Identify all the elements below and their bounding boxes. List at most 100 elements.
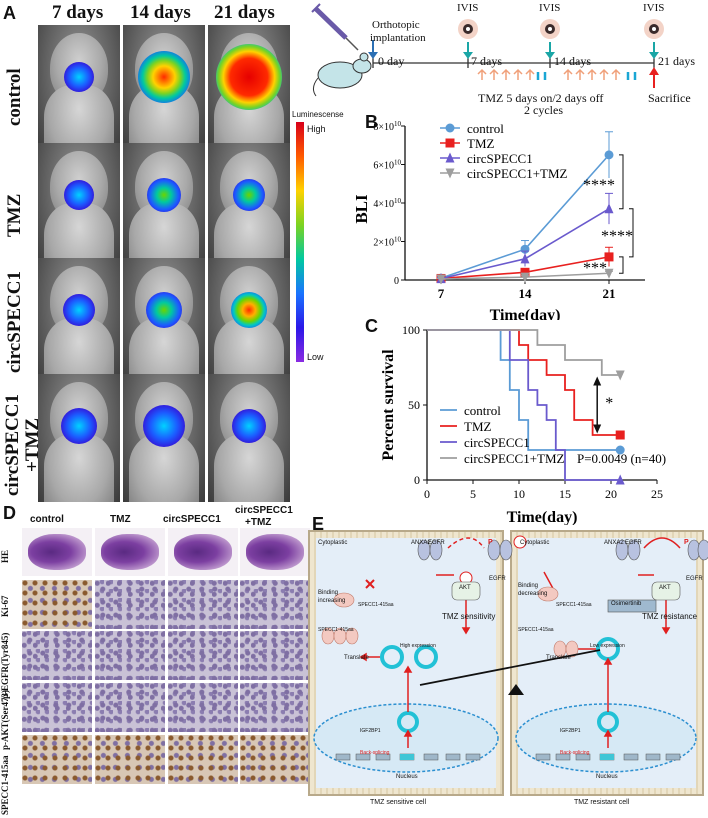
osimertinib-box <box>607 599 657 613</box>
e-right-egfr-p: EGFR <box>686 576 703 582</box>
panel-label-e: E <box>312 514 325 534</box>
y-tick-label: 8×1010 <box>373 120 401 133</box>
group-label-combo-1: circSPECC1 <box>2 393 23 497</box>
x-tick-label: 21 <box>603 286 616 301</box>
balance-pivot-icon <box>508 684 524 695</box>
x-axis-label: Time(day) <box>490 307 561 320</box>
y-axis-label: Percent survival <box>380 349 397 461</box>
day-label-7: 7 days <box>52 2 104 23</box>
ihc-micrograph <box>95 735 165 784</box>
ihc-micrograph <box>22 735 92 784</box>
ihc-row-he: HE <box>0 549 10 563</box>
data-point <box>520 267 530 277</box>
x-tick-label: 0 <box>424 487 430 501</box>
x-tick-label: 10 <box>513 487 525 501</box>
e-left-binding-1: Binding <box>318 590 339 596</box>
bioluminescence-spot <box>231 292 267 328</box>
panel-label-b: B <box>365 112 378 132</box>
ihc-micrograph <box>168 580 238 629</box>
ihc-micrograph <box>168 683 238 732</box>
x-tick-label: 20 <box>605 487 617 501</box>
e-left-p: P <box>488 539 493 546</box>
legend-swatch <box>445 138 455 148</box>
ihc-micrograph <box>168 631 238 680</box>
ihc-micrograph <box>22 683 92 732</box>
syringe-icon <box>311 3 359 51</box>
e-left-translate: Translate <box>344 655 369 661</box>
significance-stars: *** <box>583 260 607 277</box>
e-right-egfr: EGFR <box>625 540 642 546</box>
ihc-micrograph <box>95 683 165 732</box>
ihc-micrograph <box>240 631 310 680</box>
e-left-annxa2: ANXA2 <box>411 540 431 546</box>
e-left-splicing: Back-splicing <box>360 750 390 756</box>
e-left-peptide-2: SPECC1-415aa <box>318 627 354 633</box>
e-right-akt: AKT <box>659 585 671 591</box>
panel-label-a: A <box>3 3 16 23</box>
significance-stars: **** <box>601 228 633 245</box>
y-tick-label: 2×1010 <box>373 236 401 249</box>
legend-label: TMZ <box>467 136 495 151</box>
timeline-diagram <box>311 3 664 97</box>
ihc-row-specc1: SPECC1-415aa <box>0 755 10 815</box>
he-section <box>240 528 310 576</box>
e-right-nucleus: Nucleus <box>596 774 618 780</box>
significance-bracket <box>619 154 624 210</box>
ihc-micrograph <box>240 683 310 732</box>
e-right-cell: TMZ resistant cell <box>574 799 630 806</box>
data-point <box>604 150 614 160</box>
x-tick-label: 15 <box>559 487 571 501</box>
ivis-image <box>38 374 120 502</box>
significance-star: * <box>605 395 613 412</box>
ihc-micrograph <box>95 631 165 680</box>
day-label-21: 21 days <box>214 2 275 23</box>
y-tick-label: 100 <box>402 323 420 337</box>
legend-title: Luminescense <box>292 110 344 119</box>
e-left-igf: IGF2BP1 <box>360 728 381 734</box>
mechanism-diagram <box>313 535 708 773</box>
tick-label-21: 21 days <box>658 54 695 68</box>
mouse-icon <box>312 52 372 97</box>
ihc-micrograph <box>22 631 92 680</box>
bioluminescence-spot <box>64 180 94 210</box>
data-point <box>436 274 446 285</box>
legend-label: circSPECC1 <box>467 151 533 166</box>
bioluminescence-spot <box>147 178 181 212</box>
circrna-icon <box>380 637 620 733</box>
luminescence-colorbar <box>296 122 304 362</box>
e-right-annxa2: ANXA2 <box>604 540 624 546</box>
bioluminescence-spot <box>233 179 265 211</box>
e-right-splicing: Back-splicing <box>560 750 590 756</box>
bioluminescence-spot <box>61 408 97 444</box>
censor-marker <box>615 445 625 455</box>
bioluminescence-spot <box>143 405 185 447</box>
e-right-binding-1: Binding <box>518 583 539 589</box>
ivis-image <box>208 143 290 271</box>
rest-day-marks <box>536 72 637 80</box>
data-point <box>604 203 614 214</box>
tmz-schedule-line2: 2 cycles <box>524 103 563 117</box>
tick-label-14: 14 days <box>554 54 591 68</box>
tick-label-0: 0 day <box>378 54 405 68</box>
e-left-binding-2: increasing <box>318 598 346 604</box>
ivis-image <box>123 374 205 502</box>
he-section <box>95 528 165 576</box>
data-point <box>520 272 530 283</box>
ivis-image <box>123 143 205 271</box>
ivis-image <box>208 25 290 153</box>
y-tick-label: 0 <box>394 276 399 287</box>
survival-chart: 0 50 100 0 5 10 15 20 25 Time(day) Percent surviva… <box>380 323 666 525</box>
ihc-row-pakt: p-AKT(Ser473) <box>0 690 10 750</box>
e-left-cell: TMZ sensitive cell <box>370 799 427 806</box>
legend-swatch <box>445 123 455 133</box>
y-tick-label: 50 <box>408 398 420 412</box>
x-tick-label: 7 <box>438 286 445 301</box>
ihc-col-tmz: TMZ <box>110 514 131 525</box>
e-right-binding-2: decreasing <box>518 591 548 597</box>
significance-bracket <box>619 256 624 274</box>
group-label-circspecc1: circSPECC1 <box>4 270 25 374</box>
ihc-micrograph <box>95 580 165 629</box>
ihc-col-combo-2: +TMZ <box>245 517 272 528</box>
data-point <box>604 268 614 279</box>
